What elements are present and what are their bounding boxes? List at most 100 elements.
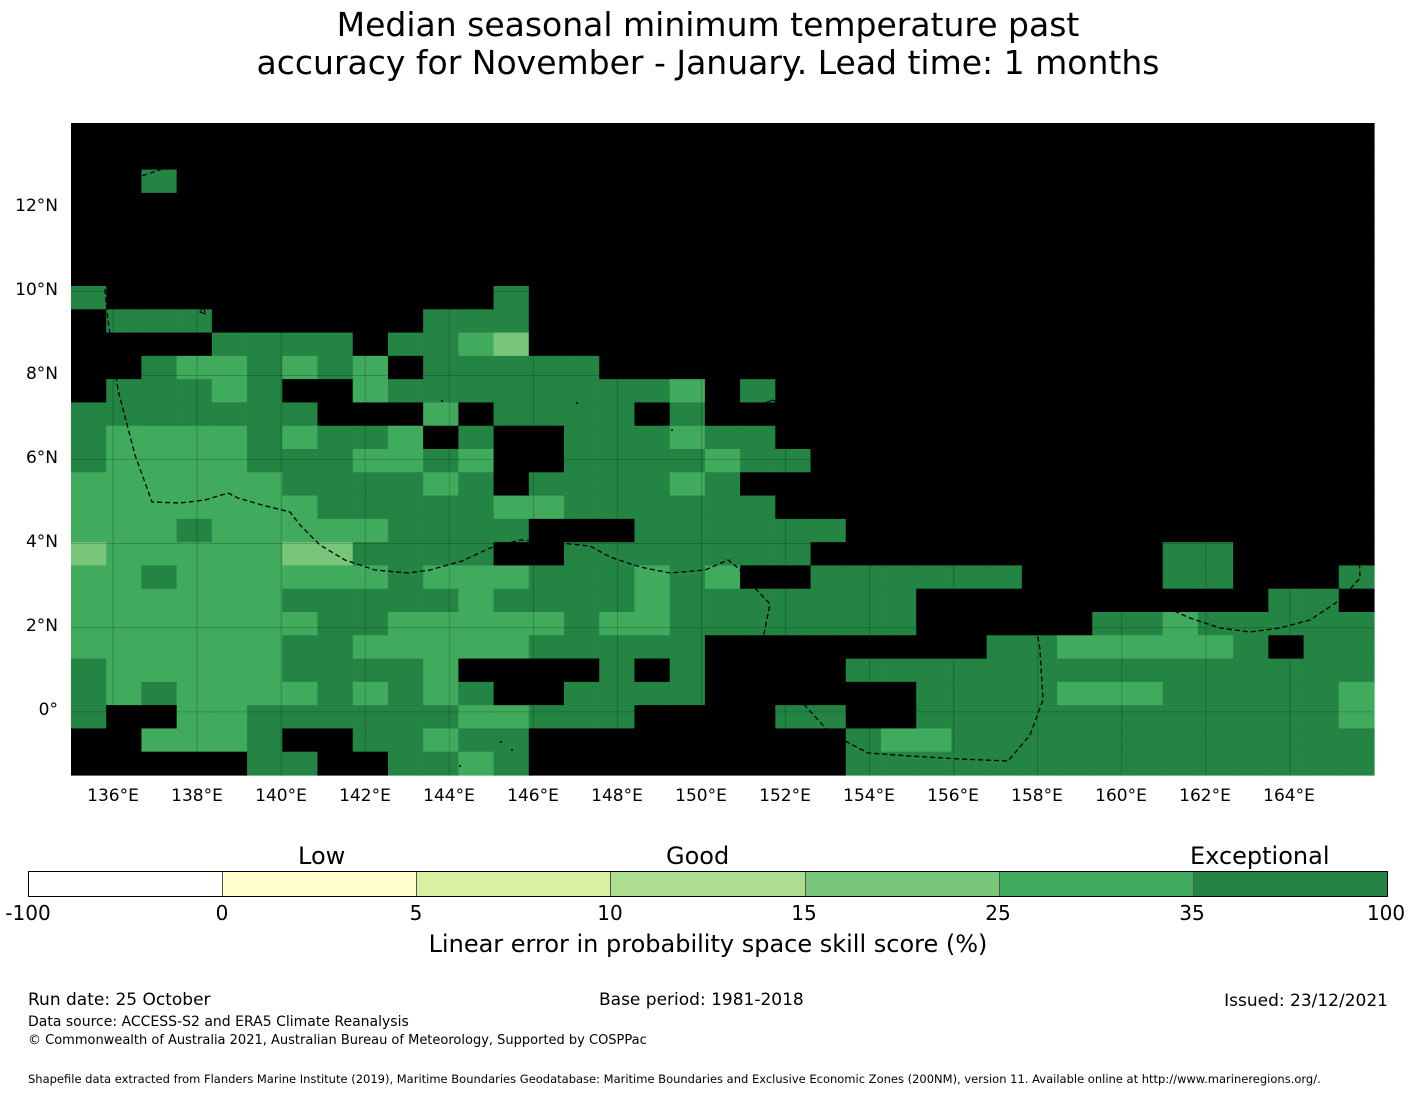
grid-cell [458,588,495,613]
grid-cell [634,728,671,753]
grid-cell [528,681,565,706]
grid-cell [775,658,812,683]
grid-cell [1303,565,1340,590]
grid-cell [282,169,319,194]
grid-cell [775,239,812,264]
grid-cell [317,705,354,730]
grid-cell [1162,472,1199,497]
grid-cell [1162,728,1199,753]
grid-cell [493,449,530,473]
grid-cell [916,262,953,287]
grid-cell [1233,192,1269,217]
grid-cell [1021,658,1058,683]
grid-cell [211,309,248,334]
grid-cell [352,751,389,776]
lon-label-138e: 138°E [171,786,223,806]
grid-cell [493,123,530,147]
grid-cell [1127,588,1164,613]
grid-cell [1021,169,1058,194]
grid-cell [458,565,495,590]
grid-cell [1057,588,1093,613]
grid-cell [740,635,776,660]
grid-cell [106,635,143,660]
grid-cell [845,681,882,706]
grid-cell [880,751,917,776]
grid-cell [282,425,319,450]
grid-cell [71,658,107,683]
grid-cell [1233,705,1269,730]
grid-cell [387,542,424,567]
islet [500,741,502,743]
grid-cell [634,402,671,427]
grid-cell [1021,728,1058,753]
grid-cell [176,565,213,590]
grid-cell [740,216,776,241]
legend-category-low: Low [298,842,346,870]
grid-cell [317,309,354,334]
grid-cell [951,472,988,497]
grid-cell [1197,425,1234,450]
grid-cell [176,705,213,730]
grid-cell [458,332,495,357]
grid-cell [71,705,107,730]
grid-cell [775,169,812,194]
grid-cell [1303,588,1340,613]
grid-cell [951,681,988,706]
grid-cell [106,449,143,473]
colorbar-segment [805,872,1000,896]
grid-cell [634,216,671,241]
grid-cell [1338,169,1375,194]
grid-cell [176,379,213,404]
grid-cell [1233,146,1269,171]
grid-cell [423,402,459,427]
grid-cell [317,402,354,427]
grid-cell [1057,169,1093,194]
grid-cell [282,495,319,520]
grid-cell [740,169,776,194]
grid-cell [986,146,1023,171]
grid-cell [352,542,389,567]
grid-cell [1303,355,1340,380]
grid-cell [704,355,741,380]
grid-cell [1092,565,1129,590]
lon-label-164e: 164°E [1263,786,1315,806]
grid-cell [704,705,741,730]
grid-cell [317,239,354,264]
grid-cell [247,518,283,543]
grid-cell [458,379,495,404]
grid-cell [740,705,776,730]
grid-cell [71,425,107,450]
grid-cell [247,705,283,730]
grid-cell [176,751,213,776]
grid-cell [916,169,953,194]
grid-cell [1092,449,1129,473]
grid-cell [1021,612,1058,636]
grid-cell [247,658,283,683]
grid-cell [704,425,741,450]
grid-cell [528,705,565,730]
grid-cell [845,146,882,171]
grid-cell [1021,239,1058,264]
grid-cell [387,169,424,194]
grid-cell [352,588,389,613]
grid-cell [387,192,424,217]
grid-cell [775,379,812,404]
grid-cell [704,146,741,171]
grid-cell [423,286,459,310]
grid-cell [669,402,706,427]
grid-cell [634,239,671,264]
grid-cell [493,332,530,357]
grid-cell [247,192,283,217]
grid-cell [141,123,178,147]
grid-cell [317,635,354,660]
grid-cell [352,681,389,706]
grid-cell [1197,472,1234,497]
grid-cell [423,146,459,171]
grid-cell [1057,565,1093,590]
grid-cell [211,449,248,473]
grid-cell [704,379,741,404]
grid-cell [106,332,143,357]
grid-cell [810,123,847,147]
grid-cell [352,379,389,404]
grid-cell [387,379,424,404]
